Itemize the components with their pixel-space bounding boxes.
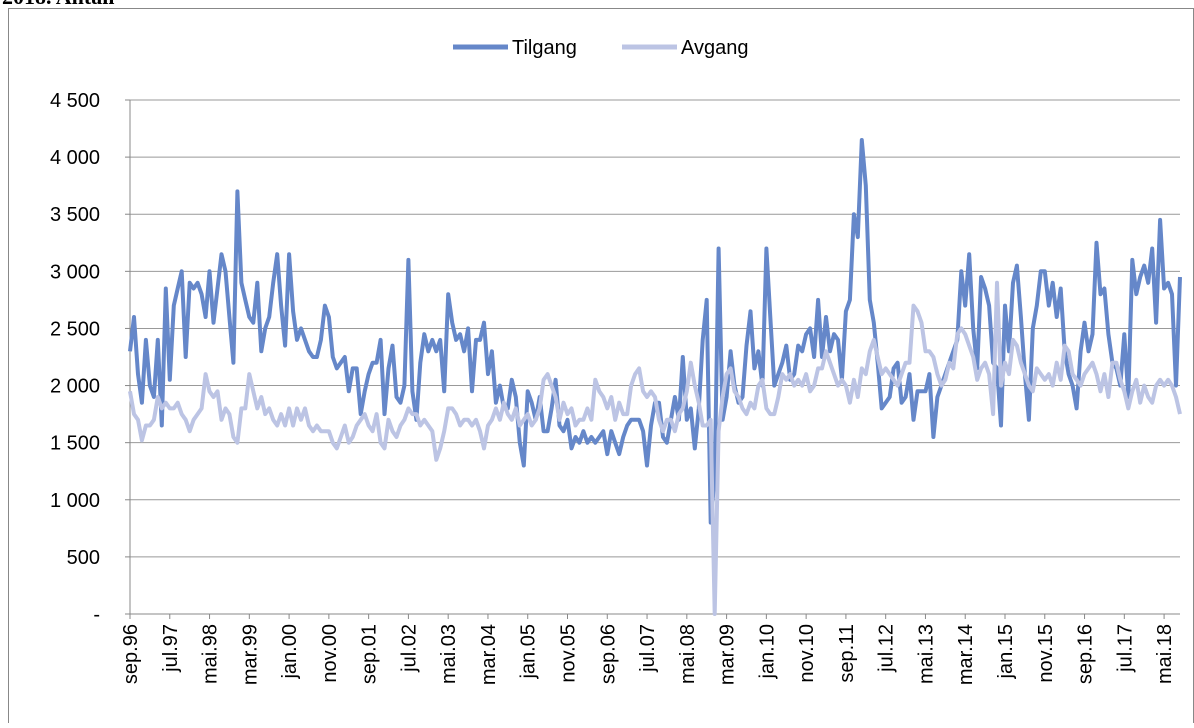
chart-title: 2018. Antall — [2, 0, 114, 9]
x-tick-label: mar.04 — [478, 624, 500, 685]
x-tick-label: mai.18 — [1154, 624, 1176, 684]
x-tick-label: jan.10 — [756, 624, 778, 680]
x-tick-label: mar.14 — [955, 624, 977, 685]
x-tick-label: mai.08 — [677, 624, 699, 684]
x-tick-label: sep.11 — [836, 624, 858, 683]
x-tick-label: mai.98 — [200, 624, 222, 684]
x-tick-label: sep.01 — [359, 624, 381, 684]
x-tick-label: nov.00 — [319, 624, 341, 683]
data-line — [128, 280, 1182, 616]
x-tick-label: mai.13 — [915, 624, 937, 684]
x-tick-label: mar.09 — [717, 624, 739, 685]
data-line — [128, 138, 1182, 525]
x-tick-label: jan.15 — [995, 624, 1017, 680]
x-tick-label: nov.05 — [558, 624, 580, 683]
x-tick-label: jul.02 — [398, 624, 420, 673]
x-tick-label: jul.97 — [160, 624, 182, 673]
x-tick-label: nov.10 — [796, 624, 818, 683]
x-tick-label: nov.15 — [1035, 624, 1057, 683]
x-tick-label: jan.00 — [279, 624, 301, 680]
y-tick-label: 3 000 — [50, 261, 100, 283]
x-tick-label: sep.06 — [597, 624, 619, 684]
y-tick-label: 500 — [67, 547, 100, 569]
x-tick-label: jul.07 — [637, 624, 659, 673]
x-tick-label: sep.16 — [1075, 624, 1097, 684]
x-tick-label: jul.17 — [1114, 624, 1136, 673]
y-tick-label: 2 000 — [50, 376, 100, 398]
legend-label: Tilgang — [512, 37, 577, 59]
x-tick-label: sep.96 — [120, 624, 142, 684]
y-tick-label: 3 500 — [50, 204, 100, 226]
x-tick-label: jul.12 — [876, 624, 898, 673]
y-tick-label: 2 500 — [50, 318, 100, 340]
y-tick-label: - — [93, 604, 100, 626]
x-tick-label: jan.05 — [518, 624, 540, 680]
y-tick-label: 1 000 — [50, 490, 100, 512]
y-tick-label: 4 500 — [50, 90, 100, 112]
y-tick-label: 4 000 — [50, 147, 100, 169]
x-tick-label: mar.99 — [239, 624, 261, 685]
chart-border — [8, 8, 1194, 728]
x-tick-label: mai.03 — [438, 624, 460, 684]
y-tick-label: 1 500 — [50, 433, 100, 455]
legend-label: Avgang — [681, 37, 748, 59]
